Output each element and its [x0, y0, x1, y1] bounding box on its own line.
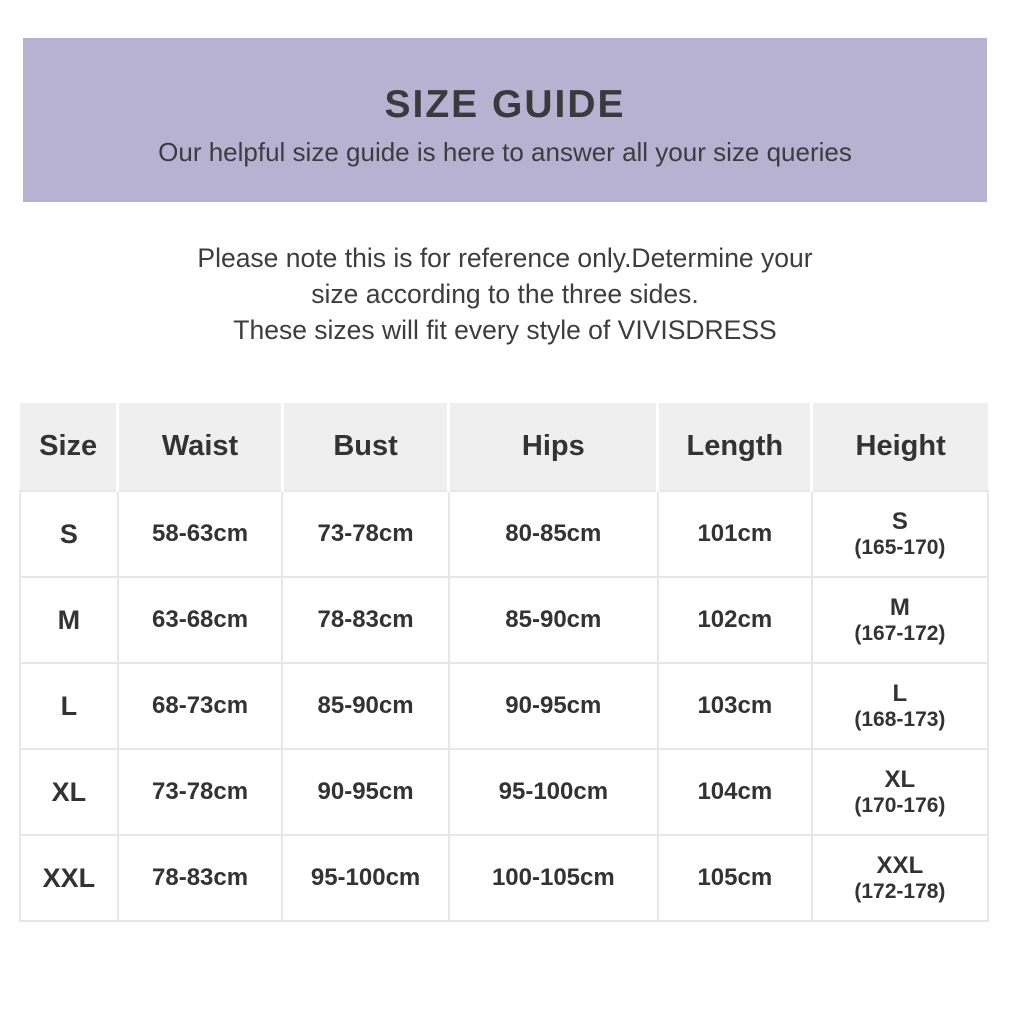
waist-cell: 58-63cm — [116, 490, 284, 578]
height-size-label: M — [889, 593, 910, 621]
page-title: SIZE GUIDE — [384, 83, 626, 126]
height-range: (165-170) — [854, 535, 946, 559]
waist-cell: 73-78cm — [116, 748, 284, 836]
height-size-label: XXL — [876, 851, 924, 879]
length-cell: 101cm — [656, 490, 813, 578]
height-cell: XXL (172-178) — [810, 834, 990, 922]
note-line-3: These sizes will fit every style of VIVI… — [233, 315, 777, 345]
height-cell: S (165-170) — [810, 490, 990, 578]
length-cell: 102cm — [656, 576, 813, 664]
reference-note: Please note this is for reference only.D… — [0, 240, 1010, 348]
length-cell: 104cm — [656, 748, 813, 836]
height-range: (167-172) — [854, 621, 946, 645]
hips-cell: 95-100cm — [447, 748, 659, 836]
bust-cell: 73-78cm — [281, 490, 450, 578]
height-size-label: L — [892, 679, 908, 707]
table-row: XL 73-78cm 90-95cm 95-100cm 104cm XL (170-176) — [19, 748, 990, 836]
column-header-length: Length — [656, 403, 812, 491]
note-line-2: size according to the three sides. — [311, 279, 699, 309]
bust-cell: 95-100cm — [281, 834, 450, 922]
waist-cell: 68-73cm — [116, 662, 284, 750]
height-range: (168-173) — [854, 707, 946, 731]
bust-cell: 85-90cm — [281, 662, 450, 750]
size-table-header: Size Waist Bust Hips Length Height — [20, 403, 988, 491]
hips-cell: 85-90cm — [447, 576, 659, 664]
column-header-size: Size — [20, 403, 118, 491]
column-header-height: Height — [810, 403, 988, 491]
table-row: S 58-63cm 73-78cm 80-85cm 101cm S (165-170) — [19, 490, 990, 578]
bust-cell: 78-83cm — [281, 576, 450, 664]
height-cell: M (167-172) — [810, 576, 990, 664]
height-range: (172-178) — [854, 879, 946, 903]
waist-cell: 78-83cm — [116, 834, 284, 922]
hips-cell: 80-85cm — [447, 490, 659, 578]
height-size-label: S — [891, 507, 908, 535]
height-cell: XL (170-176) — [810, 748, 990, 836]
size-cell: S — [19, 490, 119, 578]
header-row: Size Waist Bust Hips Length Height — [20, 403, 988, 491]
height-cell: L (168-173) — [810, 662, 990, 750]
length-cell: 103cm — [656, 662, 813, 750]
size-cell: XXL — [19, 834, 119, 922]
table-row: M 63-68cm 78-83cm 85-90cm 102cm M (167-172) — [19, 576, 990, 664]
table-row: L 68-73cm 85-90cm 90-95cm 103cm L (168-173) — [19, 662, 990, 750]
column-header-bust: Bust — [280, 403, 449, 491]
hips-cell: 100-105cm — [447, 834, 659, 922]
height-range: (170-176) — [854, 793, 946, 817]
note-line-1: Please note this is for reference only.D… — [197, 243, 813, 273]
table-row: XXL 78-83cm 95-100cm 100-105cm 105cm XXL (172-… — [19, 834, 990, 922]
height-size-label: XL — [884, 765, 916, 793]
banner-subtitle: Our helpful size guide is here to answer… — [158, 136, 852, 167]
size-table-body: S 58-63cm 73-78cm 80-85cm 101cm S (165-170) M 63… — [19, 490, 990, 922]
size-chart-table: Size Waist Bust Hips Length Height S 58-6… — [19, 403, 990, 922]
hips-cell: 90-95cm — [447, 662, 659, 750]
bust-cell: 90-95cm — [281, 748, 450, 836]
waist-cell: 63-68cm — [116, 576, 284, 664]
column-header-hips: Hips — [447, 403, 658, 491]
size-cell: L — [19, 662, 119, 750]
length-cell: 105cm — [656, 834, 813, 922]
size-cell: XL — [19, 748, 119, 836]
size-guide-banner: SIZE GUIDE Our helpful size guide is her… — [23, 38, 987, 202]
column-header-waist: Waist — [116, 403, 283, 491]
size-cell: M — [19, 576, 119, 664]
